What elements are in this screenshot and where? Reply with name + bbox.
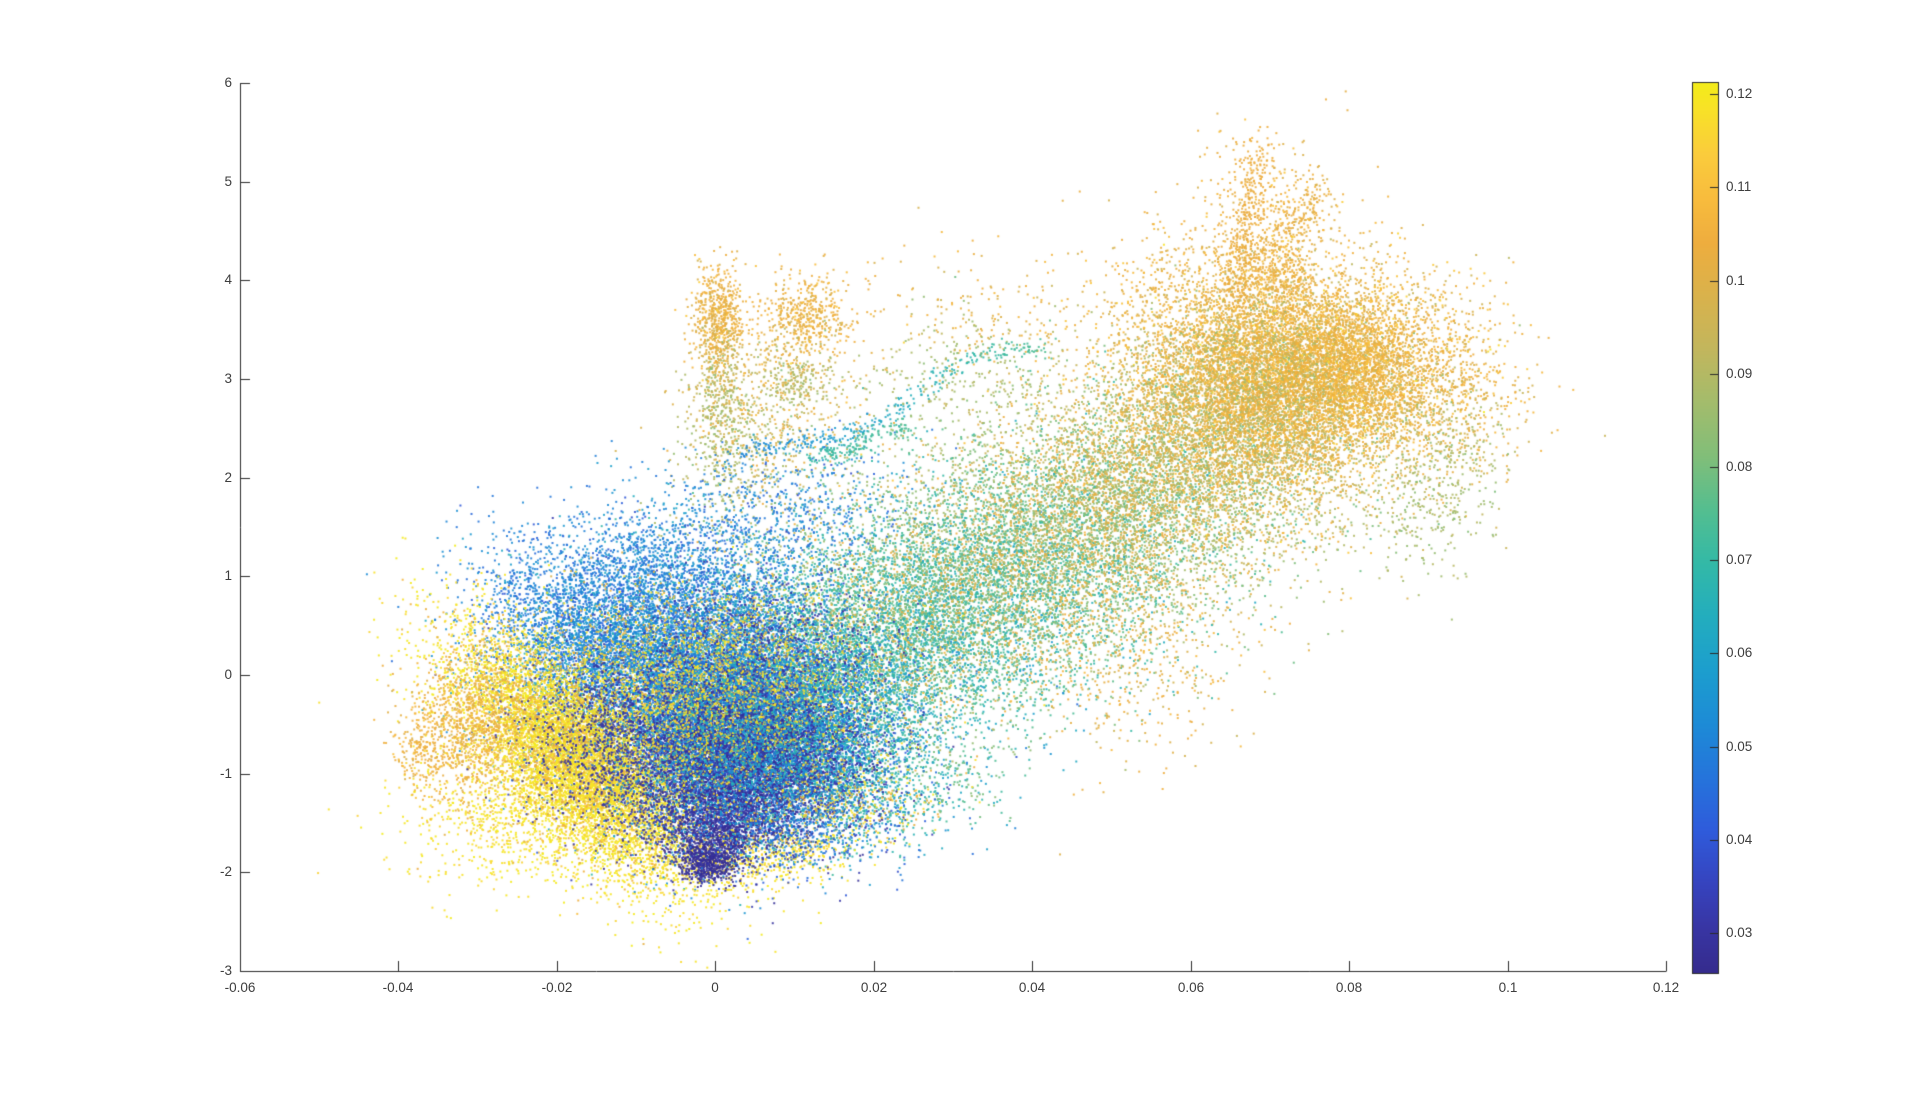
y-axis-tick-label: -1 — [219, 766, 232, 781]
x-axis-tick-label: -0.02 — [541, 980, 573, 995]
colorbar-tick-label: 0.08 — [1726, 459, 1753, 474]
x-axis-tick-label: 0.08 — [1335, 980, 1363, 995]
y-axis-tick-label: 5 — [224, 174, 232, 189]
y-axis-tick-label: 6 — [224, 75, 232, 90]
colorbar-tick-label: 0.09 — [1726, 366, 1753, 381]
colorbar-tick-label: 0.12 — [1726, 86, 1753, 101]
y-axis-tick-label: 1 — [224, 568, 232, 583]
x-axis-tick-label: -0.06 — [224, 980, 256, 995]
y-axis-tick-label: -3 — [219, 963, 232, 978]
x-axis-tick-label: 0.12 — [1652, 980, 1680, 995]
y-axis-tick-label: 2 — [224, 470, 232, 485]
colorbar-tick-label: 0.04 — [1726, 832, 1753, 847]
x-axis-tick-label: 0.1 — [1498, 980, 1518, 995]
y-axis-tick-label: -2 — [219, 864, 232, 879]
y-axis-tick-label: 0 — [224, 667, 232, 682]
x-axis-tick-label: 0.04 — [1018, 980, 1046, 995]
y-axis-tick-label: 3 — [224, 371, 232, 386]
x-axis-tick-label: -0.04 — [382, 980, 414, 995]
colorbar-tick-label: 0.11 — [1726, 179, 1752, 194]
y-axis-tick-label: 4 — [224, 272, 232, 287]
colorbar-tick-label: 0.1 — [1726, 273, 1745, 288]
colorbar-tick-label: 0.03 — [1726, 925, 1753, 940]
colorbar-tick-label: 0.06 — [1726, 645, 1753, 660]
x-axis-tick-label: 0 — [711, 980, 719, 995]
x-axis-tick-label: 0.02 — [860, 980, 888, 995]
colorbar-tick-label: 0.07 — [1726, 552, 1753, 567]
colorbar-tick-label: 0.05 — [1726, 739, 1753, 754]
x-axis-tick-label: 0.06 — [1177, 980, 1205, 995]
